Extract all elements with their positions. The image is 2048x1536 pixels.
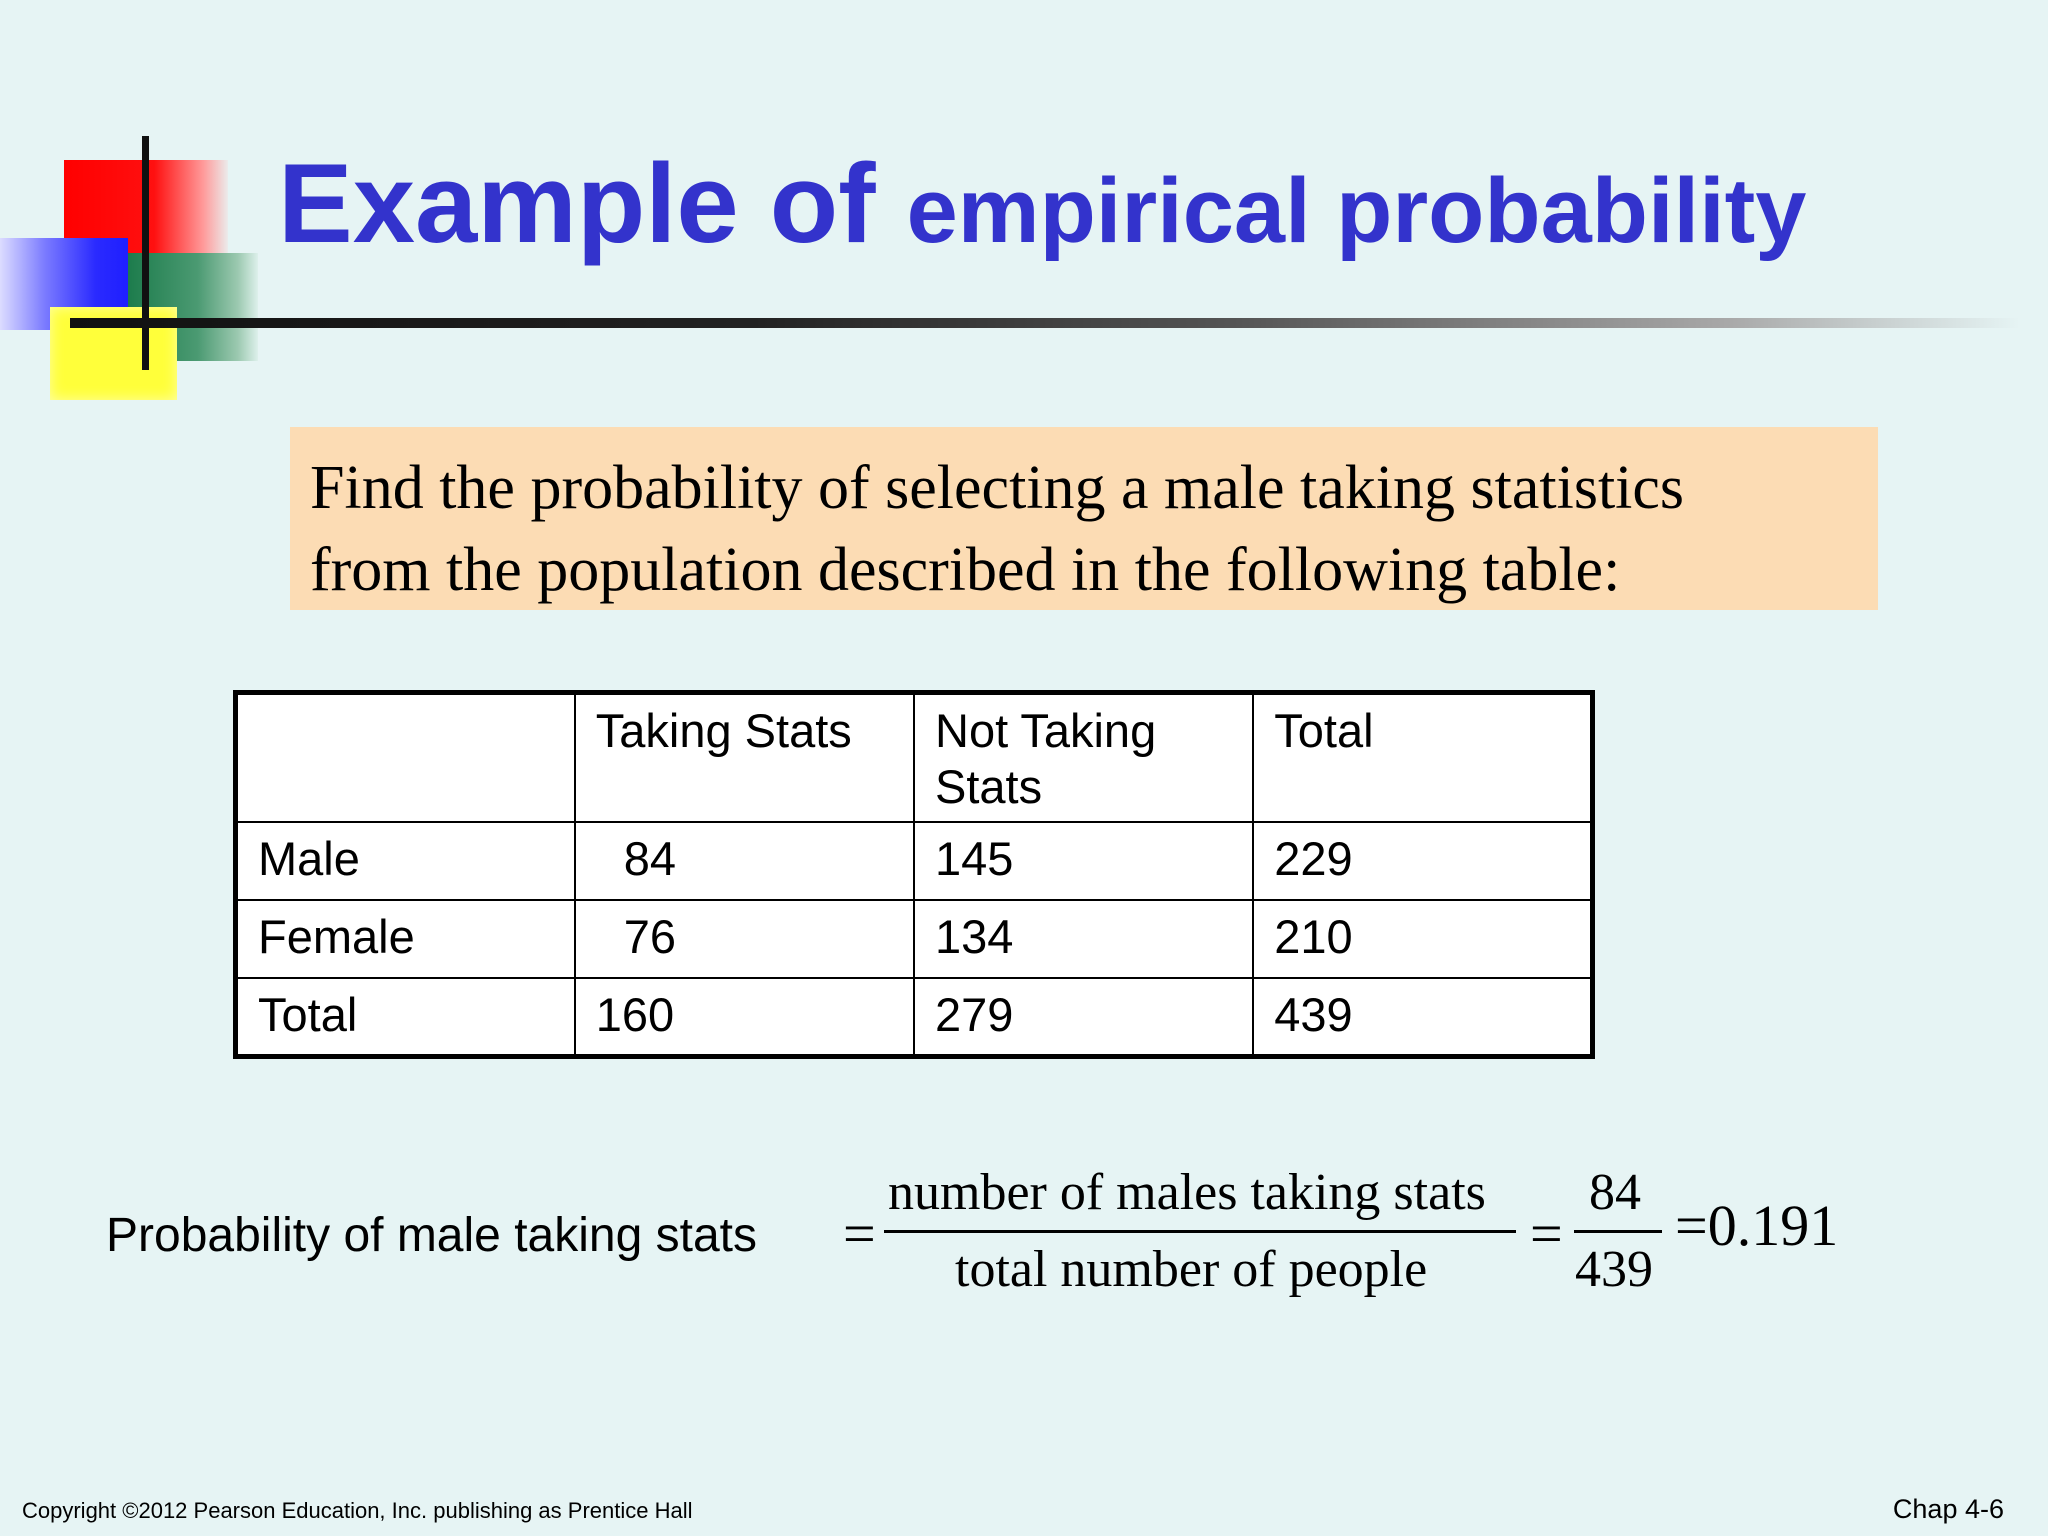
question-box: Find the probability of selecting a male… xyxy=(290,427,1878,610)
chapter-page-number: Chap 4-6 xyxy=(1892,1494,2004,1524)
question-line-2: from the population described in the fol… xyxy=(310,536,1621,604)
table-row-total: Total 160 279 439 xyxy=(234,977,1594,1057)
fraction-bar-1 xyxy=(884,1230,1516,1233)
vertical-rule-decoration xyxy=(142,136,149,370)
table-row-male: Male 84 145 229 xyxy=(234,821,1594,901)
table-cell: 76 xyxy=(573,899,916,979)
table-header-row: Taking Stats Not Taking Stats Total xyxy=(234,691,1594,823)
table-cell: 210 xyxy=(1252,899,1594,979)
table-header-corner xyxy=(234,691,576,823)
result-value: =0.191 xyxy=(1675,1193,1839,1258)
table-cell: 145 xyxy=(912,821,1255,901)
numerator-text: number of males taking stats xyxy=(888,1164,1486,1221)
fraction-bar-2 xyxy=(1574,1230,1662,1233)
table-header-not-taking-stats: Not Taking Stats xyxy=(912,691,1255,823)
table-header-taking-stats: Taking Stats xyxy=(573,691,916,823)
copyright-footer: Copyright ©2012 Pearson Education, Inc. … xyxy=(22,1498,693,1523)
table-row-label: Male xyxy=(234,821,576,901)
numerator-value: 84 xyxy=(1589,1164,1641,1221)
equals-sign-1: = xyxy=(843,1201,876,1266)
table-cell: 279 xyxy=(912,977,1255,1057)
question-line-1: Find the probability of selecting a male… xyxy=(310,454,1685,522)
table-cell: 229 xyxy=(1252,821,1594,901)
slide-title: Example of empirical probability xyxy=(278,140,2018,275)
slide-title-small: empirical probability xyxy=(906,160,1807,262)
table-row-female: Female 76 134 210 xyxy=(234,899,1594,979)
denominator-text: total number of people xyxy=(955,1241,1428,1298)
slide-title-large: Example of xyxy=(278,141,876,266)
table-cell: 160 xyxy=(573,977,916,1057)
equals-sign-2: = xyxy=(1530,1201,1563,1266)
title-underline-rule xyxy=(70,318,2020,328)
table-row-label: Total xyxy=(234,977,576,1057)
contingency-table: Taking Stats Not Taking Stats Total Male… xyxy=(233,690,1595,1059)
table-cell: 134 xyxy=(912,899,1255,979)
table-row-label: Female xyxy=(234,899,576,979)
table-cell: 84 xyxy=(573,821,916,901)
table-header-total: Total xyxy=(1252,691,1594,823)
formula-label: Probability of male taking stats xyxy=(106,1209,757,1262)
denominator-value: 439 xyxy=(1575,1241,1653,1298)
table-cell: 439 xyxy=(1252,977,1594,1057)
